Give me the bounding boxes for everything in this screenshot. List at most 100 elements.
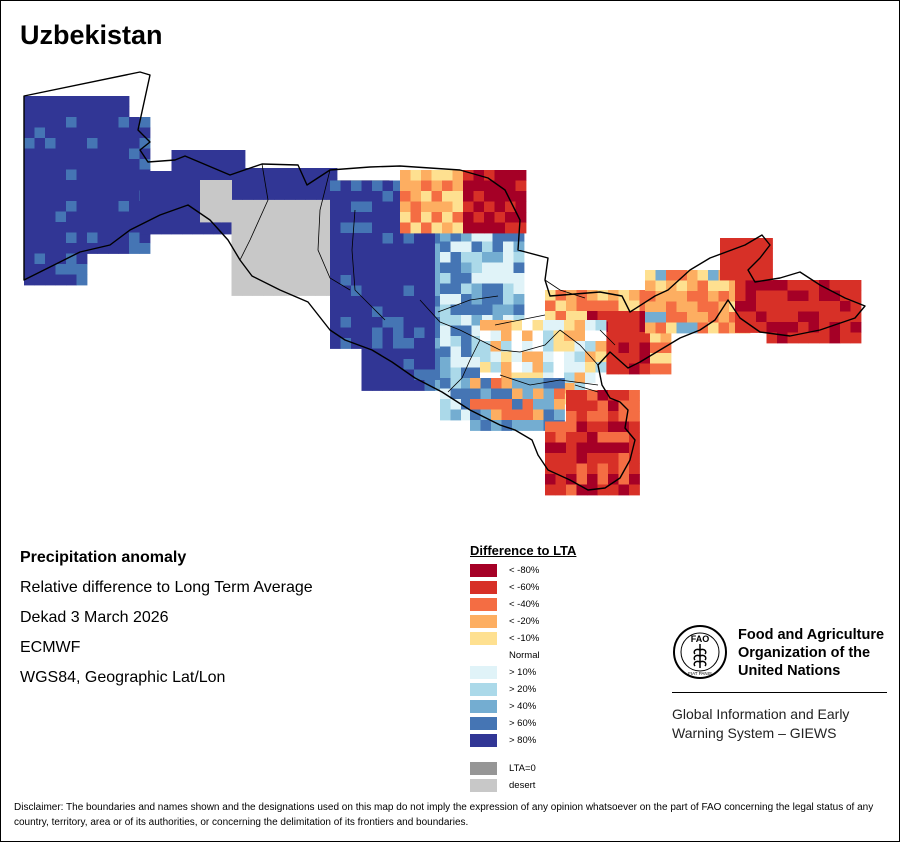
grid-cell xyxy=(55,243,67,254)
grid-cell xyxy=(532,320,544,331)
grid-cell xyxy=(470,378,481,389)
grid-cell xyxy=(720,259,731,270)
grid-cell xyxy=(574,320,586,331)
grid-cell xyxy=(232,168,243,179)
grid-cell xyxy=(463,180,474,192)
grid-cell xyxy=(511,351,523,363)
grid-cell xyxy=(34,117,46,128)
grid-cell xyxy=(393,359,404,370)
grid-cell xyxy=(576,442,588,454)
grid-cell xyxy=(393,380,404,391)
grid-cell xyxy=(543,399,555,410)
grid-cell xyxy=(424,254,436,265)
grid-cell xyxy=(501,341,512,352)
grid-cell xyxy=(66,138,77,149)
grid-cell xyxy=(221,190,232,202)
grid-cell xyxy=(24,106,35,118)
grid-cell xyxy=(129,169,140,181)
grid-cell xyxy=(566,421,577,433)
grid-cell xyxy=(533,409,544,421)
grid-cell xyxy=(718,291,730,302)
grid-cell xyxy=(576,463,588,475)
grid-cell xyxy=(232,178,243,190)
grid-cell xyxy=(274,178,285,190)
grid-cell xyxy=(330,264,341,276)
grid-cell xyxy=(330,338,341,349)
grid-cell xyxy=(273,232,285,244)
grid-cell xyxy=(501,378,513,389)
grid-cell xyxy=(687,322,698,334)
grid-cell xyxy=(361,380,373,391)
grid-cell xyxy=(182,192,193,203)
grid-cell xyxy=(24,274,35,286)
grid-cell xyxy=(182,160,193,172)
grid-cell xyxy=(442,191,453,202)
grid-cell xyxy=(492,294,504,305)
grid-cell xyxy=(410,222,422,234)
grid-cell xyxy=(829,290,841,302)
grid-cell xyxy=(687,280,698,292)
grid-cell xyxy=(45,127,56,139)
map-title: Uzbekistan xyxy=(20,20,163,50)
grid-cell xyxy=(192,202,204,214)
grid-cell xyxy=(492,273,504,284)
grid-cell xyxy=(253,189,264,200)
fao-logo: FAO FIAT PANIS xyxy=(673,625,727,679)
grid-cell xyxy=(315,285,327,296)
grid-cell xyxy=(442,222,453,234)
grid-cell xyxy=(351,212,362,223)
legend-swatch xyxy=(470,598,497,611)
grid-cell xyxy=(34,138,46,149)
grid-cell xyxy=(511,362,523,373)
grid-cell xyxy=(461,294,472,305)
grid-cell xyxy=(294,201,306,212)
grid-cell xyxy=(461,231,472,242)
grid-cell xyxy=(118,159,130,170)
svg-text:FIAT PANIS: FIAT PANIS xyxy=(688,671,712,676)
grid-cell xyxy=(45,117,56,128)
grid-cell xyxy=(808,301,820,312)
grid-cell xyxy=(305,232,316,244)
grid-cell xyxy=(484,191,495,202)
grid-cell xyxy=(410,180,422,192)
grid-cell xyxy=(129,180,140,191)
grid-cell xyxy=(340,285,352,297)
grid-cell xyxy=(494,170,506,181)
grid-cell xyxy=(66,106,77,118)
grid-cell xyxy=(242,168,254,179)
grid-cell xyxy=(294,285,306,296)
legend-label: Normal xyxy=(509,650,540,661)
grid-cell xyxy=(66,169,77,181)
grid-cell xyxy=(372,275,383,286)
grid-cell xyxy=(24,169,35,181)
grid-cell xyxy=(315,253,327,265)
grid-cell xyxy=(87,159,98,170)
grid-cell xyxy=(393,201,404,213)
grid-cell xyxy=(294,264,306,275)
grid-cell xyxy=(470,388,481,400)
grid-cell xyxy=(66,243,77,254)
grid-cell xyxy=(777,290,788,302)
grid-cell xyxy=(372,254,383,265)
grid-cell xyxy=(751,269,763,281)
grid-cell xyxy=(574,372,586,384)
grid-cell xyxy=(492,241,504,253)
grid-cell xyxy=(87,96,98,107)
grid-cell xyxy=(97,190,109,202)
precipitation-anomaly-map xyxy=(23,71,866,496)
grid-cell xyxy=(461,409,472,421)
grid-cell xyxy=(118,106,130,118)
grid-cell xyxy=(34,148,46,160)
grid-cell xyxy=(273,243,285,254)
grid-cell xyxy=(532,351,544,363)
grid-cell xyxy=(242,211,253,223)
grid-cell xyxy=(118,96,130,107)
grid-cell xyxy=(450,283,462,295)
grid-cell xyxy=(76,169,88,181)
grid-cell xyxy=(45,138,56,149)
grid-cell xyxy=(461,252,472,263)
grid-cell xyxy=(735,301,746,312)
legend-item: desert xyxy=(470,779,535,792)
grid-cell xyxy=(34,274,46,286)
grid-cell xyxy=(361,201,373,213)
